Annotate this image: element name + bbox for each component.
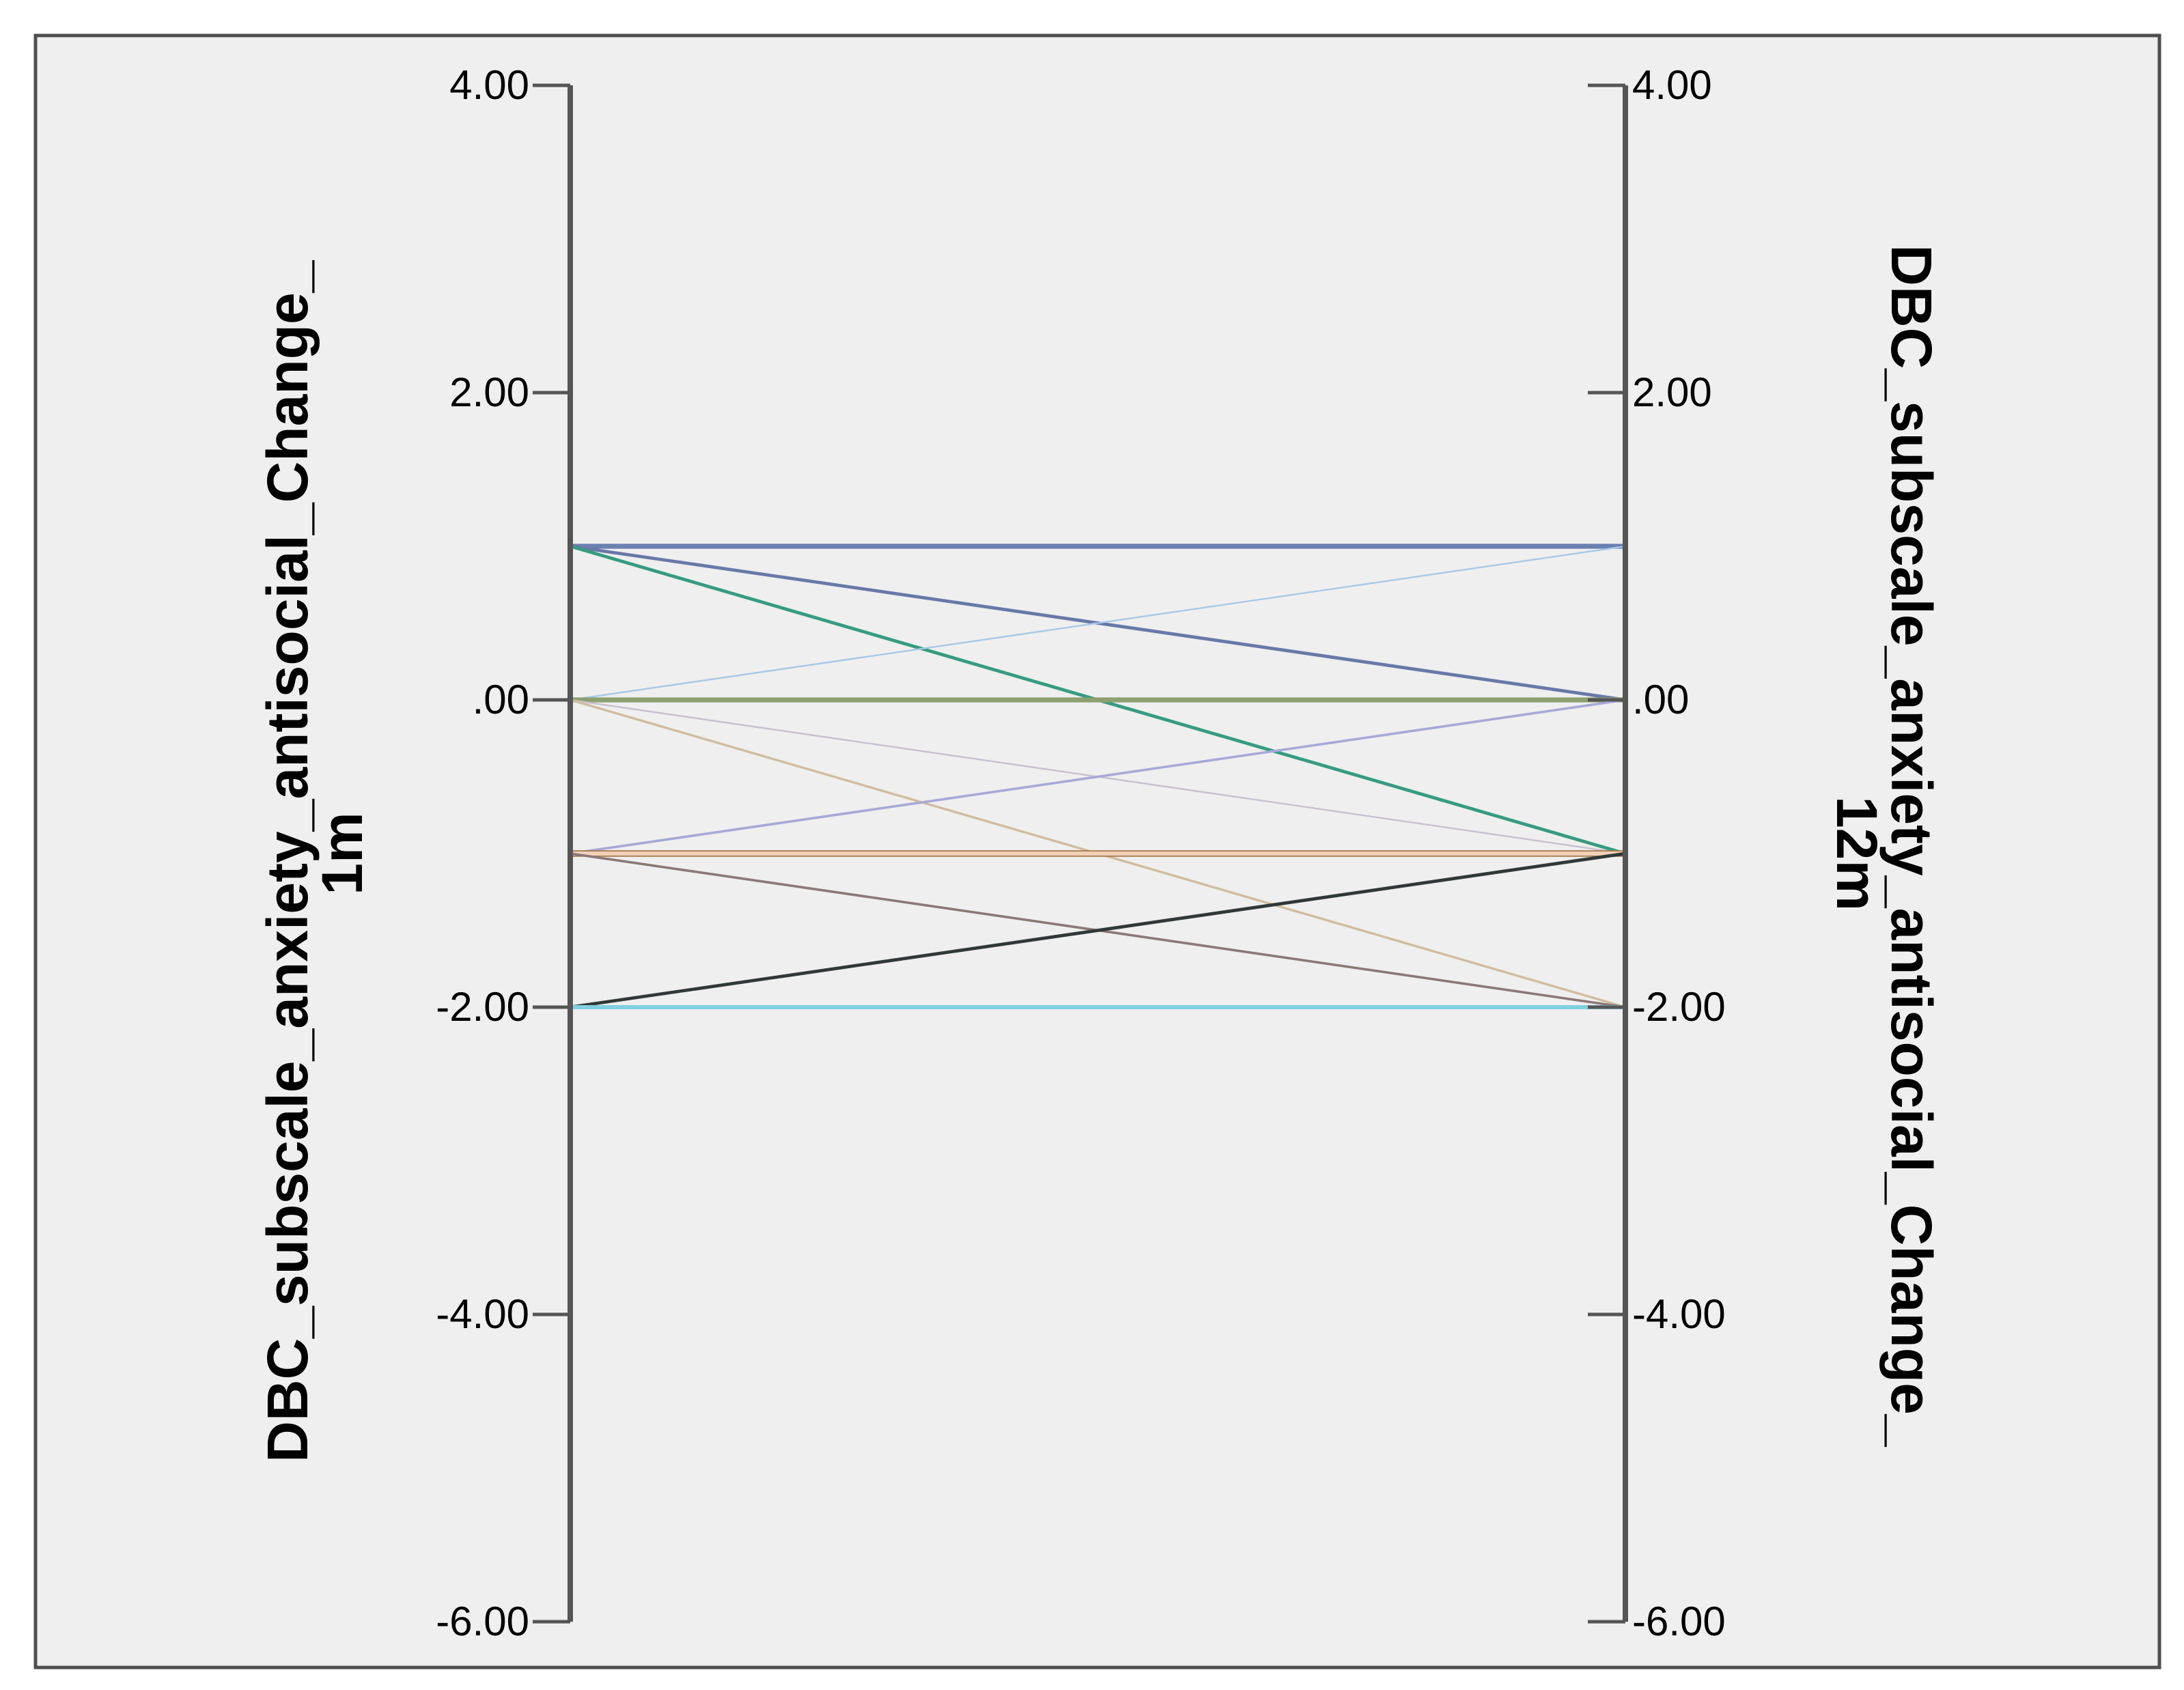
right-axis-tick-label: -2.00: [1632, 984, 1726, 1030]
left-axis-tick-label: -4.00: [436, 1291, 529, 1337]
data-line-10: [570, 699, 1626, 855]
left-axis-tick-label: 2.00: [449, 369, 529, 415]
left-axis-title-line1: DBC_subscale_anxiety_antisocial_Change_: [255, 259, 320, 1462]
right-axis-title-line1: DBC_subscale_anxiety_antisocial_Change_: [1879, 244, 1944, 1447]
right-axis-title: DBC_subscale_anxiety_antisocial_Change_ …: [1825, 244, 1944, 1462]
left-axis-tick-label: -6.00: [436, 1599, 529, 1644]
data-lines: [570, 544, 1626, 1009]
data-line-14: [570, 851, 1626, 1009]
right-axis-tick-label: 4.00: [1632, 62, 1712, 108]
right-axis-title-line2: 12m: [1825, 796, 1889, 911]
left-axis-tick-label: 4.00: [449, 62, 529, 108]
right-axis-tick-label: -6.00: [1632, 1599, 1726, 1644]
right-axis-tick-label: -4.00: [1632, 1291, 1726, 1337]
left-axis-title-line2: 1m: [310, 812, 374, 895]
left-axis-tick-label: .00: [473, 677, 529, 722]
right-axis-tick-label: .00: [1632, 677, 1689, 722]
axes: 4.00 2.00 .00 -2.00 -4.00 -6.00 4.00 2.00 .00 -2.…: [436, 62, 1726, 1644]
right-axis-tick-label: 2.00: [1632, 369, 1712, 415]
left-axis-title: DBC_subscale_anxiety_antisocial_Change_ …: [255, 244, 374, 1462]
left-axis-tick-label: -2.00: [436, 984, 529, 1030]
data-line-5: [570, 545, 1626, 701]
